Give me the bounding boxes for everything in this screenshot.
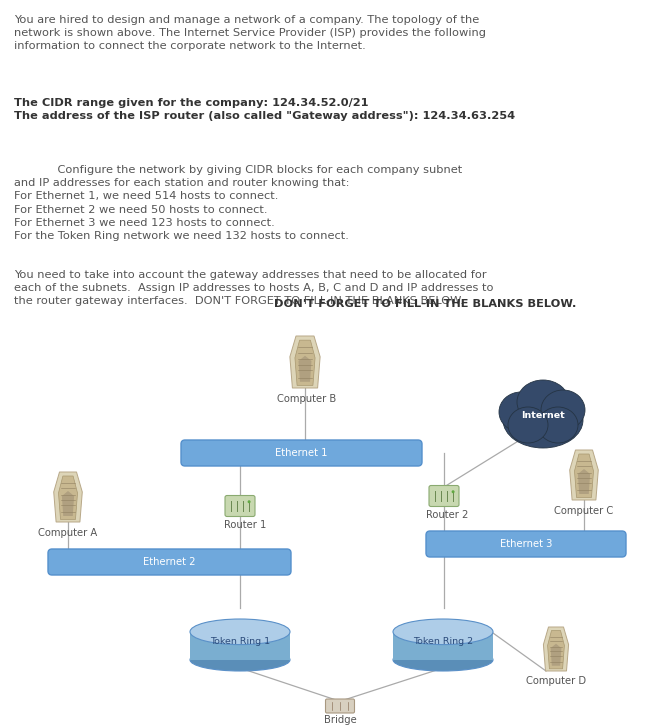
Circle shape [452, 490, 455, 494]
Polygon shape [570, 450, 598, 500]
Ellipse shape [190, 619, 290, 644]
Polygon shape [58, 476, 78, 520]
Text: Router 2: Router 2 [425, 510, 468, 520]
Text: Computer A: Computer A [38, 528, 98, 538]
Text: Internet: Internet [521, 411, 565, 419]
Polygon shape [393, 632, 493, 660]
Text: Configure the network by giving CIDR blocks for each company subnet
and IP addre: Configure the network by giving CIDR blo… [14, 165, 462, 241]
Text: Ethernet 3: Ethernet 3 [500, 539, 552, 549]
Polygon shape [295, 340, 315, 385]
Ellipse shape [393, 649, 493, 671]
Polygon shape [290, 336, 320, 388]
Text: Bridge: Bridge [324, 715, 357, 725]
Text: You need to take into account the gateway addresses that need to be allocated fo: You need to take into account the gatewa… [14, 270, 494, 306]
Ellipse shape [190, 649, 290, 671]
Polygon shape [54, 472, 82, 522]
FancyBboxPatch shape [181, 440, 422, 466]
Ellipse shape [393, 619, 493, 644]
Polygon shape [578, 469, 590, 494]
Text: Computer B: Computer B [278, 394, 337, 404]
Ellipse shape [538, 407, 578, 443]
Circle shape [248, 500, 251, 503]
Text: The CIDR range given for the company: 124.34.52.0/21
The address of the ISP rout: The CIDR range given for the company: 12… [14, 98, 515, 121]
Text: Ethernet 1: Ethernet 1 [275, 448, 328, 458]
Polygon shape [62, 491, 74, 516]
Polygon shape [575, 454, 593, 497]
Polygon shape [190, 632, 290, 660]
Polygon shape [543, 627, 569, 671]
FancyBboxPatch shape [48, 549, 291, 575]
Ellipse shape [517, 380, 569, 424]
FancyBboxPatch shape [326, 699, 355, 713]
Text: DON'T FORGET TO FILL-IN THE BLANKS BELOW.: DON'T FORGET TO FILL-IN THE BLANKS BELOW… [274, 299, 577, 309]
Text: Token Ring 1: Token Ring 1 [210, 637, 270, 646]
Ellipse shape [499, 392, 543, 432]
Text: Ethernet 2: Ethernet 2 [143, 557, 196, 567]
Polygon shape [298, 356, 312, 381]
Text: Router 1: Router 1 [224, 520, 266, 530]
Text: Token Ring 2: Token Ring 2 [413, 637, 473, 646]
Ellipse shape [503, 392, 583, 448]
FancyBboxPatch shape [225, 496, 255, 516]
Text: Computer C: Computer C [555, 506, 613, 516]
Text: You are hired to design and manage a network of a company. The topology of the
n: You are hired to design and manage a net… [14, 15, 486, 52]
Polygon shape [548, 630, 565, 669]
FancyBboxPatch shape [429, 486, 459, 507]
Text: Computer D: Computer D [526, 676, 586, 686]
FancyBboxPatch shape [426, 531, 626, 557]
Polygon shape [551, 644, 561, 665]
Ellipse shape [541, 390, 585, 430]
Ellipse shape [508, 407, 548, 443]
